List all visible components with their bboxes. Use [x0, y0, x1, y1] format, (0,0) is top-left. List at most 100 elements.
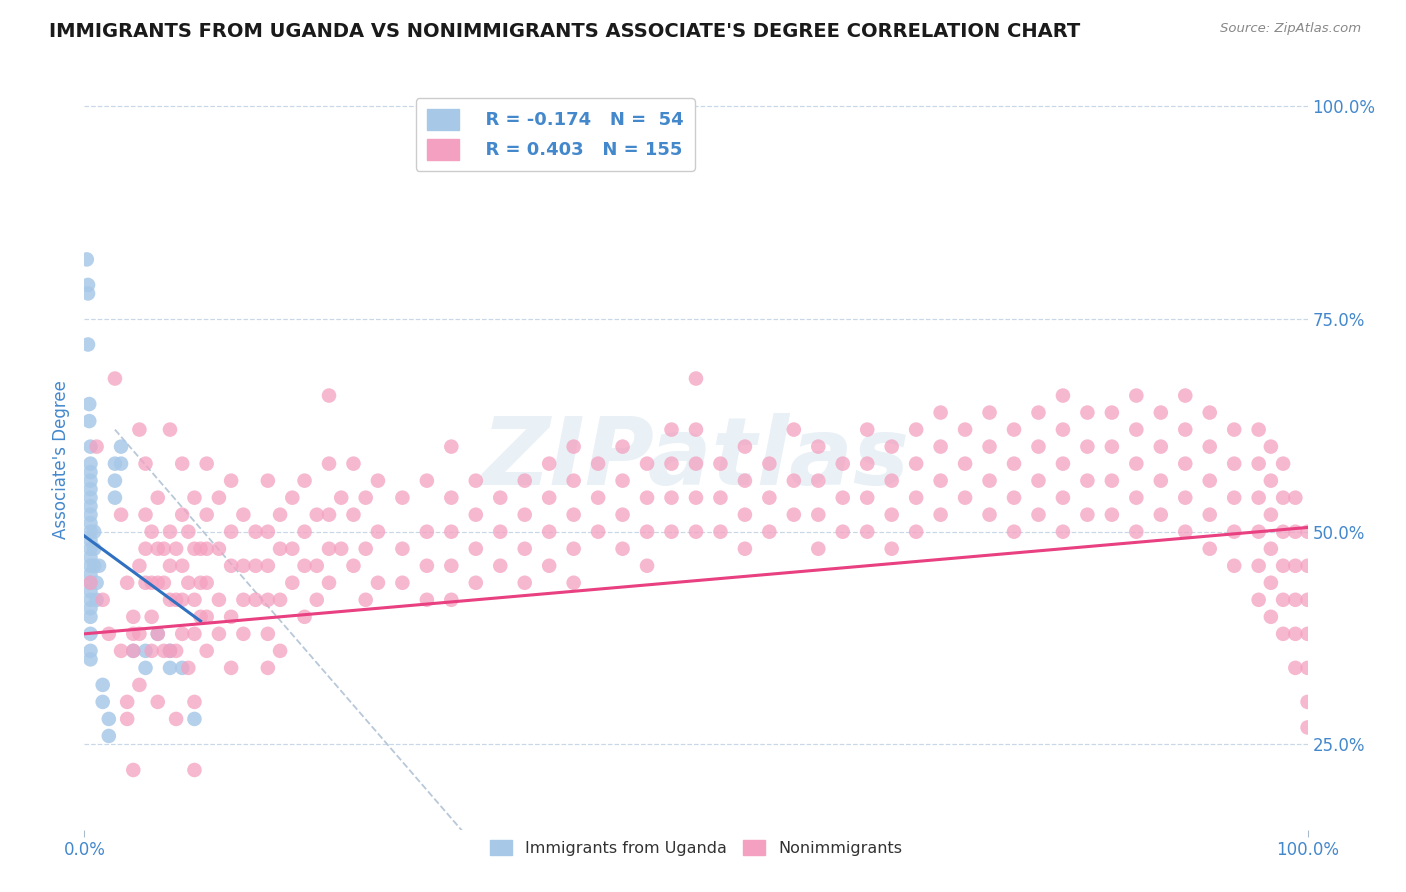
- Point: [135, 541, 157, 556]
- Point: [245, 558, 267, 573]
- Point: [538, 558, 561, 573]
- Point: [269, 592, 291, 607]
- Point: [318, 575, 340, 590]
- Point: [489, 524, 512, 539]
- Point: [1002, 491, 1025, 505]
- Point: [115, 712, 138, 726]
- Point: [159, 661, 181, 675]
- Point: [1198, 406, 1220, 420]
- Point: [79, 558, 101, 573]
- Point: [612, 440, 634, 454]
- Point: [685, 371, 707, 385]
- Point: [1076, 440, 1098, 454]
- Point: [979, 474, 1001, 488]
- Point: [416, 558, 439, 573]
- Point: [1272, 524, 1295, 539]
- Point: [257, 627, 280, 641]
- Point: [146, 575, 169, 590]
- Point: [929, 440, 952, 454]
- Point: [464, 508, 486, 522]
- Point: [330, 491, 353, 505]
- Point: [905, 491, 928, 505]
- Point: [1247, 592, 1270, 607]
- Point: [636, 524, 658, 539]
- Point: [1284, 558, 1306, 573]
- Point: [122, 644, 145, 658]
- Point: [195, 541, 218, 556]
- Point: [77, 277, 100, 292]
- Point: [953, 491, 976, 505]
- Point: [305, 508, 328, 522]
- Point: [709, 491, 731, 505]
- Point: [104, 491, 127, 505]
- Point: [831, 524, 853, 539]
- Point: [1101, 440, 1123, 454]
- Point: [141, 524, 163, 539]
- Point: [190, 575, 212, 590]
- Point: [141, 575, 163, 590]
- Point: [172, 508, 194, 522]
- Point: [165, 592, 187, 607]
- Point: [1198, 541, 1220, 556]
- Point: [538, 524, 561, 539]
- Point: [1028, 508, 1050, 522]
- Point: [135, 644, 157, 658]
- Point: [165, 712, 187, 726]
- Text: IMMIGRANTS FROM UGANDA VS NONIMMIGRANTS ASSOCIATE'S DEGREE CORRELATION CHART: IMMIGRANTS FROM UGANDA VS NONIMMIGRANTS …: [49, 22, 1080, 41]
- Point: [1296, 661, 1319, 675]
- Point: [135, 457, 157, 471]
- Point: [79, 541, 101, 556]
- Point: [219, 609, 242, 624]
- Point: [104, 457, 127, 471]
- Point: [83, 541, 105, 556]
- Point: [219, 524, 242, 539]
- Point: [141, 644, 163, 658]
- Point: [172, 592, 194, 607]
- Point: [440, 491, 463, 505]
- Point: [416, 524, 439, 539]
- Point: [146, 541, 169, 556]
- Point: [1052, 491, 1074, 505]
- Point: [159, 644, 181, 658]
- Point: [91, 592, 114, 607]
- Point: [1174, 388, 1197, 402]
- Point: [195, 609, 218, 624]
- Y-axis label: Associate's Degree: Associate's Degree: [52, 380, 70, 539]
- Point: [391, 575, 413, 590]
- Point: [79, 524, 101, 539]
- Point: [110, 457, 132, 471]
- Point: [831, 457, 853, 471]
- Point: [305, 592, 328, 607]
- Point: [1125, 457, 1147, 471]
- Point: [1125, 524, 1147, 539]
- Point: [880, 474, 903, 488]
- Point: [440, 558, 463, 573]
- Point: [281, 575, 304, 590]
- Point: [538, 491, 561, 505]
- Point: [1150, 508, 1173, 522]
- Point: [128, 627, 150, 641]
- Point: [489, 491, 512, 505]
- Point: [1150, 474, 1173, 488]
- Point: [76, 252, 98, 267]
- Point: [1223, 423, 1246, 437]
- Point: [318, 457, 340, 471]
- Point: [1272, 558, 1295, 573]
- Point: [115, 695, 138, 709]
- Point: [135, 661, 157, 675]
- Point: [1198, 440, 1220, 454]
- Point: [1272, 592, 1295, 607]
- Point: [661, 423, 683, 437]
- Point: [122, 644, 145, 658]
- Point: [562, 541, 585, 556]
- Point: [318, 541, 340, 556]
- Point: [391, 541, 413, 556]
- Point: [135, 575, 157, 590]
- Point: [685, 423, 707, 437]
- Point: [1101, 474, 1123, 488]
- Point: [232, 592, 254, 607]
- Point: [79, 508, 101, 522]
- Point: [83, 558, 105, 573]
- Point: [86, 592, 108, 607]
- Point: [128, 678, 150, 692]
